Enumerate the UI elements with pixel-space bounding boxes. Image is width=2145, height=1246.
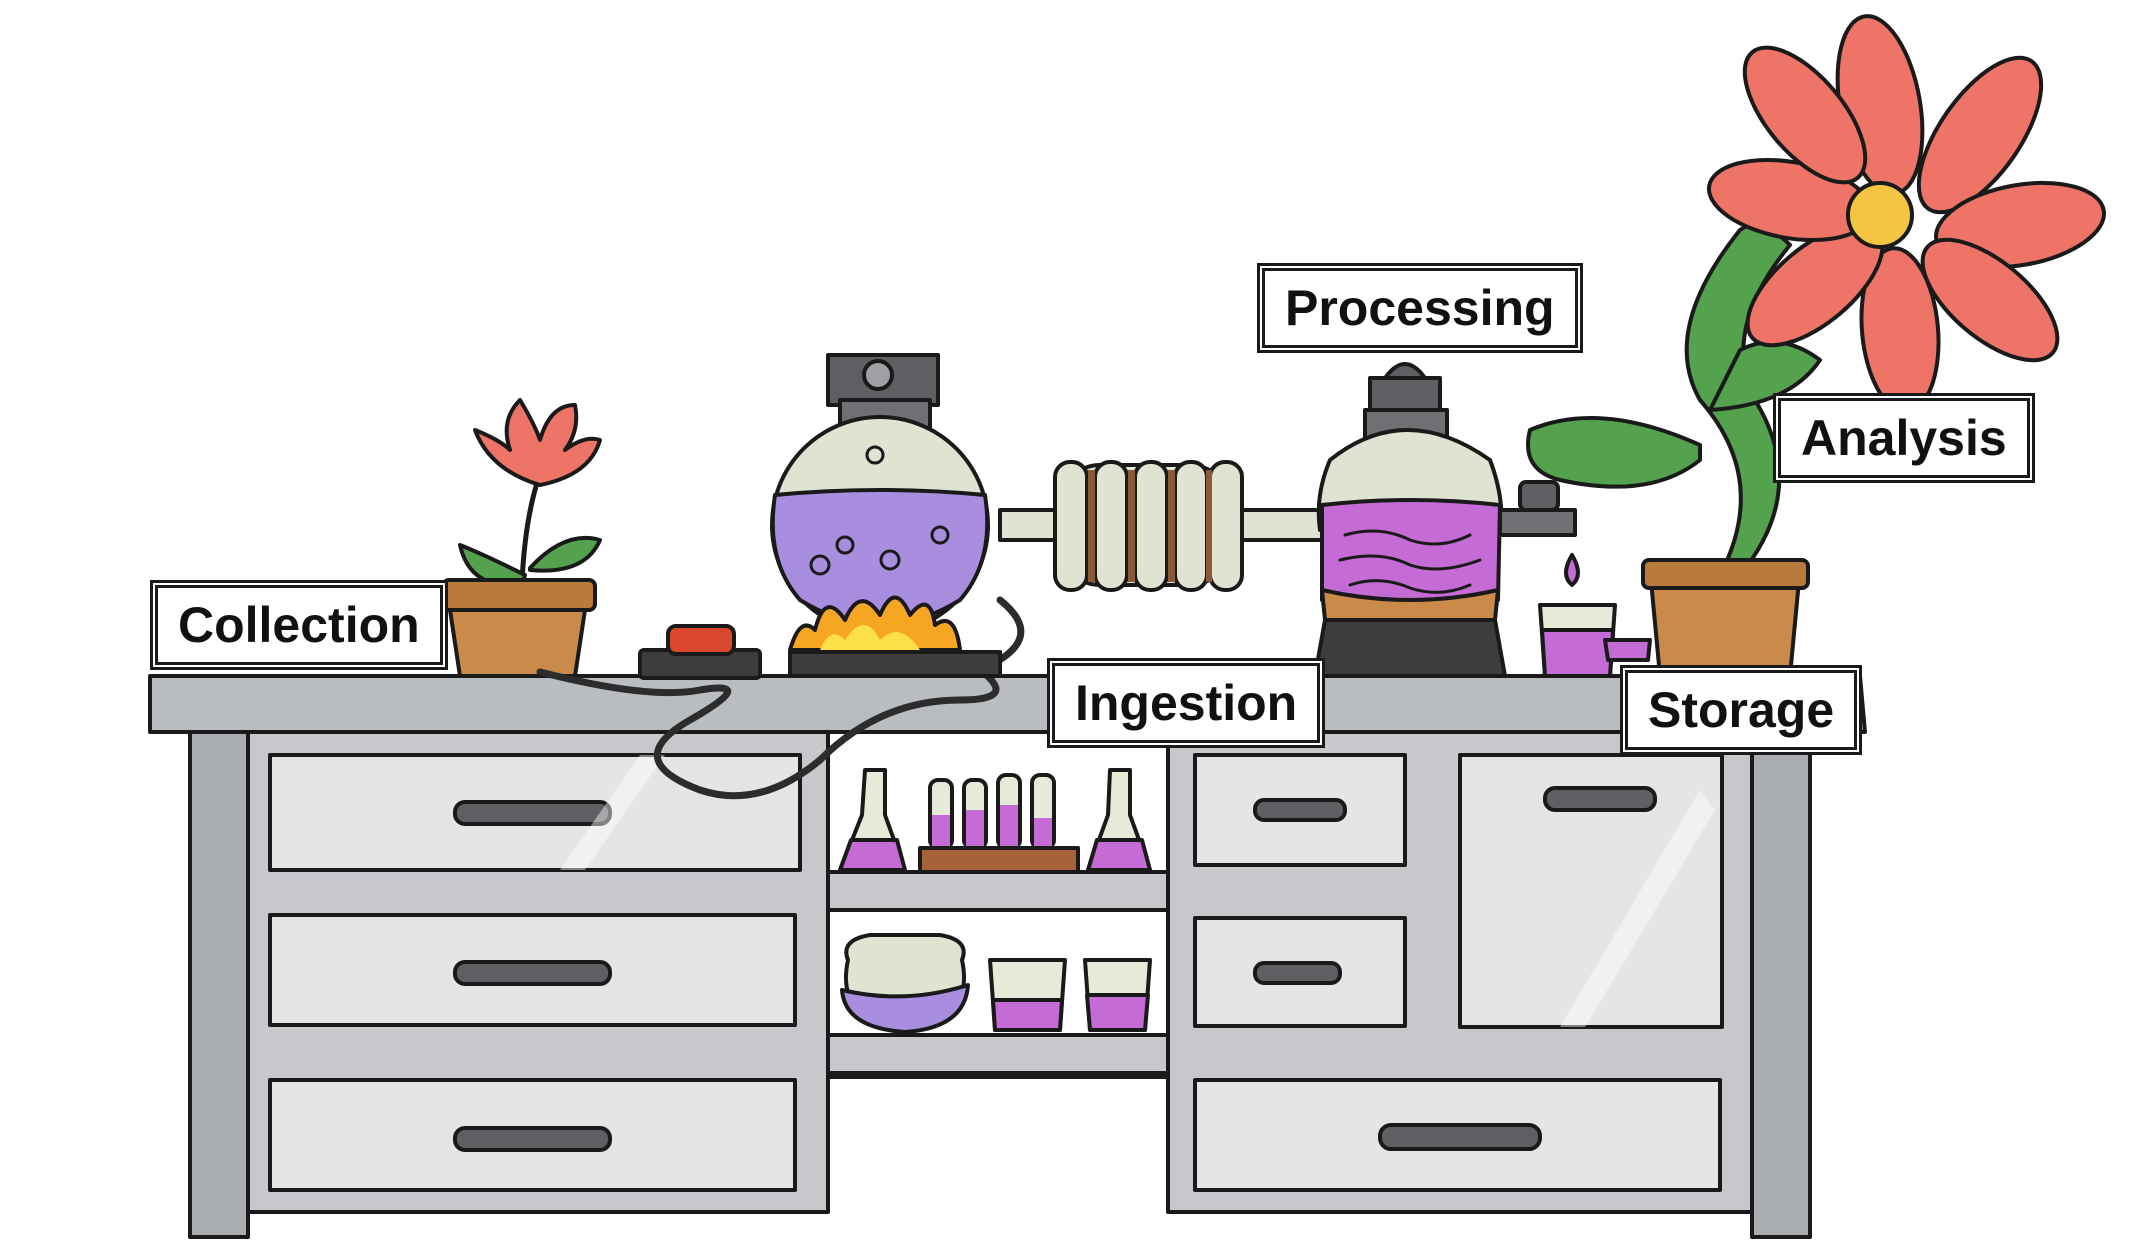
lab-cabinet-icon (148, 674, 1867, 1239)
stage-label-ingestion: Ingestion (1052, 663, 1321, 743)
small-flower-pot-icon (441, 398, 602, 678)
drawer-right-small-2[interactable] (1193, 916, 1407, 1028)
drawer-right-wide[interactable] (1193, 1078, 1722, 1192)
test-tube-rack-icon (918, 773, 1080, 874)
stage-label-storage: Storage (1625, 670, 1858, 750)
round-flask-icon (770, 353, 990, 635)
red-button-icon[interactable] (638, 624, 762, 680)
beaker-icon (988, 958, 1067, 1032)
drawer-right-small-1[interactable] (1193, 753, 1407, 867)
drawer-left-1[interactable] (268, 753, 802, 872)
processing-flask-icon (1313, 362, 1507, 678)
spout-icon (1498, 480, 1580, 587)
conical-flask-icon (838, 768, 907, 872)
large-flower-pot-icon (1641, 558, 1810, 678)
condenser-coil-icon (998, 460, 1332, 592)
large-flower-icon (1526, 14, 2106, 577)
drawer-left-3[interactable] (268, 1078, 797, 1192)
burner-base (788, 650, 1002, 678)
flame-icon (788, 595, 962, 652)
stage-label-collection: Collection (155, 585, 443, 665)
beaker-icon (1538, 603, 1652, 678)
drawer-left-2[interactable] (268, 913, 797, 1027)
stage-label-processing: Processing (1262, 268, 1578, 348)
beaker-icon (1083, 958, 1152, 1032)
conical-flask-icon (1086, 768, 1152, 872)
stage-label-analysis: Analysis (1778, 398, 2030, 478)
round-bowl-icon (840, 933, 970, 1034)
cabinet-door[interactable] (1458, 753, 1724, 1029)
